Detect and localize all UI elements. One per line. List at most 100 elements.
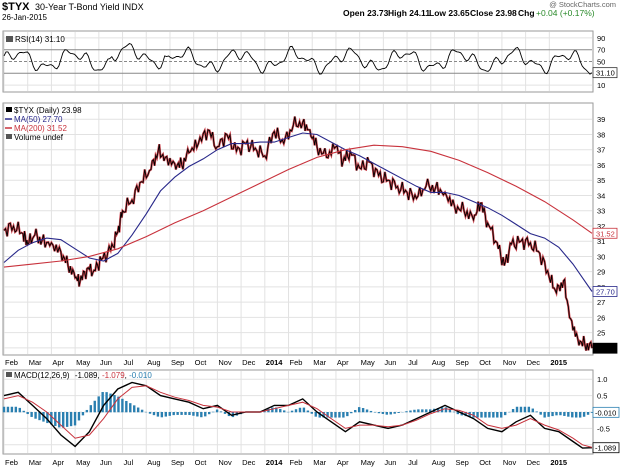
macd-hist-bar-145: [575, 412, 578, 418]
price-y-tick-8: 32: [597, 222, 605, 231]
macd-hist-bar-68: [271, 407, 274, 413]
x-tick-label-price-8: Oct: [195, 358, 208, 367]
price-y-tick-10: 34: [597, 191, 605, 200]
macd-hist-bar-130: [515, 406, 519, 413]
watermark: @ StockCharts.com: [549, 0, 616, 9]
rsi-y-tick-4: 90: [597, 34, 605, 43]
macd-label-signal: -1.079: [102, 371, 125, 380]
macd-hist-bar-92: [365, 409, 369, 413]
price-y-tick-14: 38: [597, 130, 605, 139]
macd-y-tick-1: 0.5: [597, 392, 607, 401]
x-tick-label-price-14: Apr: [337, 358, 349, 367]
macd-y-tick-0: 1.0: [597, 375, 607, 384]
macd-hist-bar-54: [215, 409, 219, 413]
macd-hist-bar-27: [109, 393, 112, 413]
x-tick-label-macd-22: Dec: [527, 458, 541, 467]
x-tick-label-price-12: Feb: [290, 358, 303, 367]
macd-hist-bar-14: [58, 412, 61, 428]
macd-hist-bar-69: [275, 407, 278, 413]
macd-hist-bar-73: [290, 410, 294, 413]
macd-hist-bar-105: [417, 409, 420, 413]
x-tick-label-macd-14: Apr: [337, 458, 349, 467]
macd-hist-bar-48: [192, 412, 195, 416]
macd-hist-bar-13: [54, 412, 57, 426]
price-y-tick-6: 30: [597, 252, 605, 261]
macd-hist-bar-1: [6, 406, 10, 413]
rsi-last-label: 31.10: [596, 69, 615, 78]
high-value: High 24.11: [388, 8, 430, 18]
price-y-tick-15: 39: [597, 115, 605, 124]
macd-hist-bar-23: [93, 400, 96, 413]
macd-hist-bar-81: [322, 412, 325, 418]
macd-hist-bar-10: [42, 412, 45, 422]
macd-hist-bar-90: [357, 407, 361, 413]
macd-hist-bar-46: [184, 412, 187, 415]
macd-hist-bar-35: [140, 409, 144, 413]
change-label: Chg: [518, 8, 535, 18]
x-tick-label-price-15: May: [361, 358, 375, 367]
x-tick-label-macd-3: May: [76, 458, 90, 467]
macd-hist-bar-125: [496, 412, 499, 418]
label-layer: Feb Feb Mar Mar Apr Apr May May Jun Jun Jul Jul Aug A…: [5, 34, 620, 467]
macd-label-macd: -1.089: [75, 371, 98, 380]
macd-hist-bar-20: [81, 412, 85, 416]
macd-legend-icon: [6, 372, 12, 377]
price-y-tick-7: 31: [597, 237, 605, 246]
macd-hist-last-label: -0.010: [595, 408, 616, 417]
rsi-y-tick-3: 70: [597, 46, 605, 55]
macd-hist-bar-43: [172, 412, 175, 416]
x-tick-label-macd-17: Jul: [408, 458, 418, 467]
macd-hist-bar-135: [535, 411, 538, 413]
macd-hist-bar-75: [298, 407, 302, 413]
macd-hist-bar-39: [156, 412, 160, 417]
price-y-tick-1: 25: [597, 329, 605, 338]
macd-hist-bar-8: [34, 412, 37, 419]
macd-hist-bar-15: [61, 412, 65, 428]
macd-hist-bar-143: [567, 412, 570, 417]
price-last-box-0: [592, 342, 618, 354]
macd-hist-bar-147: [582, 412, 586, 417]
price-y-tick-3: 27: [597, 298, 605, 307]
x-tick-label-price-1: Mar: [29, 358, 42, 367]
macd-hist-bar-34: [136, 407, 140, 413]
macd-hist-bar-127: [503, 412, 507, 416]
macd-hist-bar-16: [65, 412, 69, 427]
macd-hist-bar-104: [413, 409, 416, 413]
x-tick-label-price-17: Jul: [408, 358, 418, 367]
macd-hist-bar-44: [176, 412, 179, 415]
macd-hist-bar-74: [294, 409, 298, 413]
price-last-label-0: 23.98: [596, 344, 615, 353]
macd-hist-bar-99: [393, 412, 396, 414]
x-tick-label-price-23: 2015: [550, 358, 567, 367]
x-tick-label-macd-6: Aug: [147, 458, 160, 467]
macd-hist-bar-32: [129, 403, 132, 413]
x-tick-label-price-13: Mar: [313, 358, 326, 367]
macd-hist-bar-115: [456, 412, 460, 415]
macd-hist-bar-133: [527, 406, 531, 413]
macd-label: MACD(12,26,9) -1.089, -1.079, -0.010: [14, 371, 152, 380]
macd-hist-bar-29: [117, 396, 120, 413]
x-tick-label-price-22: Dec: [527, 358, 541, 367]
volume-legend: Volume undef: [14, 133, 64, 142]
macd-hist-bar-97: [385, 412, 388, 415]
x-tick-label-macd-21: Nov: [503, 458, 517, 467]
price-y-tick-9: 33: [597, 207, 605, 216]
macd-hist-bar-148: [586, 412, 590, 415]
x-tick-label-price-0: Feb: [5, 358, 18, 367]
x-tick-label-macd-2: Apr: [52, 458, 64, 467]
macd-hist-bar-102: [405, 411, 408, 413]
macd-hist-bar-98: [389, 412, 392, 415]
x-tick-label-price-18: Aug: [432, 358, 445, 367]
close-value: Close 23.98: [470, 8, 517, 18]
x-tick-label-price-20: Oct: [479, 358, 492, 367]
x-tick-label-price-16: Jun: [384, 358, 396, 367]
macd-hist-bar-2: [10, 406, 14, 413]
ma200-line: [3, 144, 593, 268]
macd-hist-bar-80: [318, 412, 321, 418]
plot-layer: [2, 42, 594, 449]
signal-line: [3, 385, 593, 448]
macd-hist-bar-106: [421, 409, 424, 413]
macd-last-box: [592, 442, 620, 454]
macd-hist-bar-123: [488, 412, 491, 418]
x-tick-label-macd-11: 2014: [266, 458, 284, 467]
